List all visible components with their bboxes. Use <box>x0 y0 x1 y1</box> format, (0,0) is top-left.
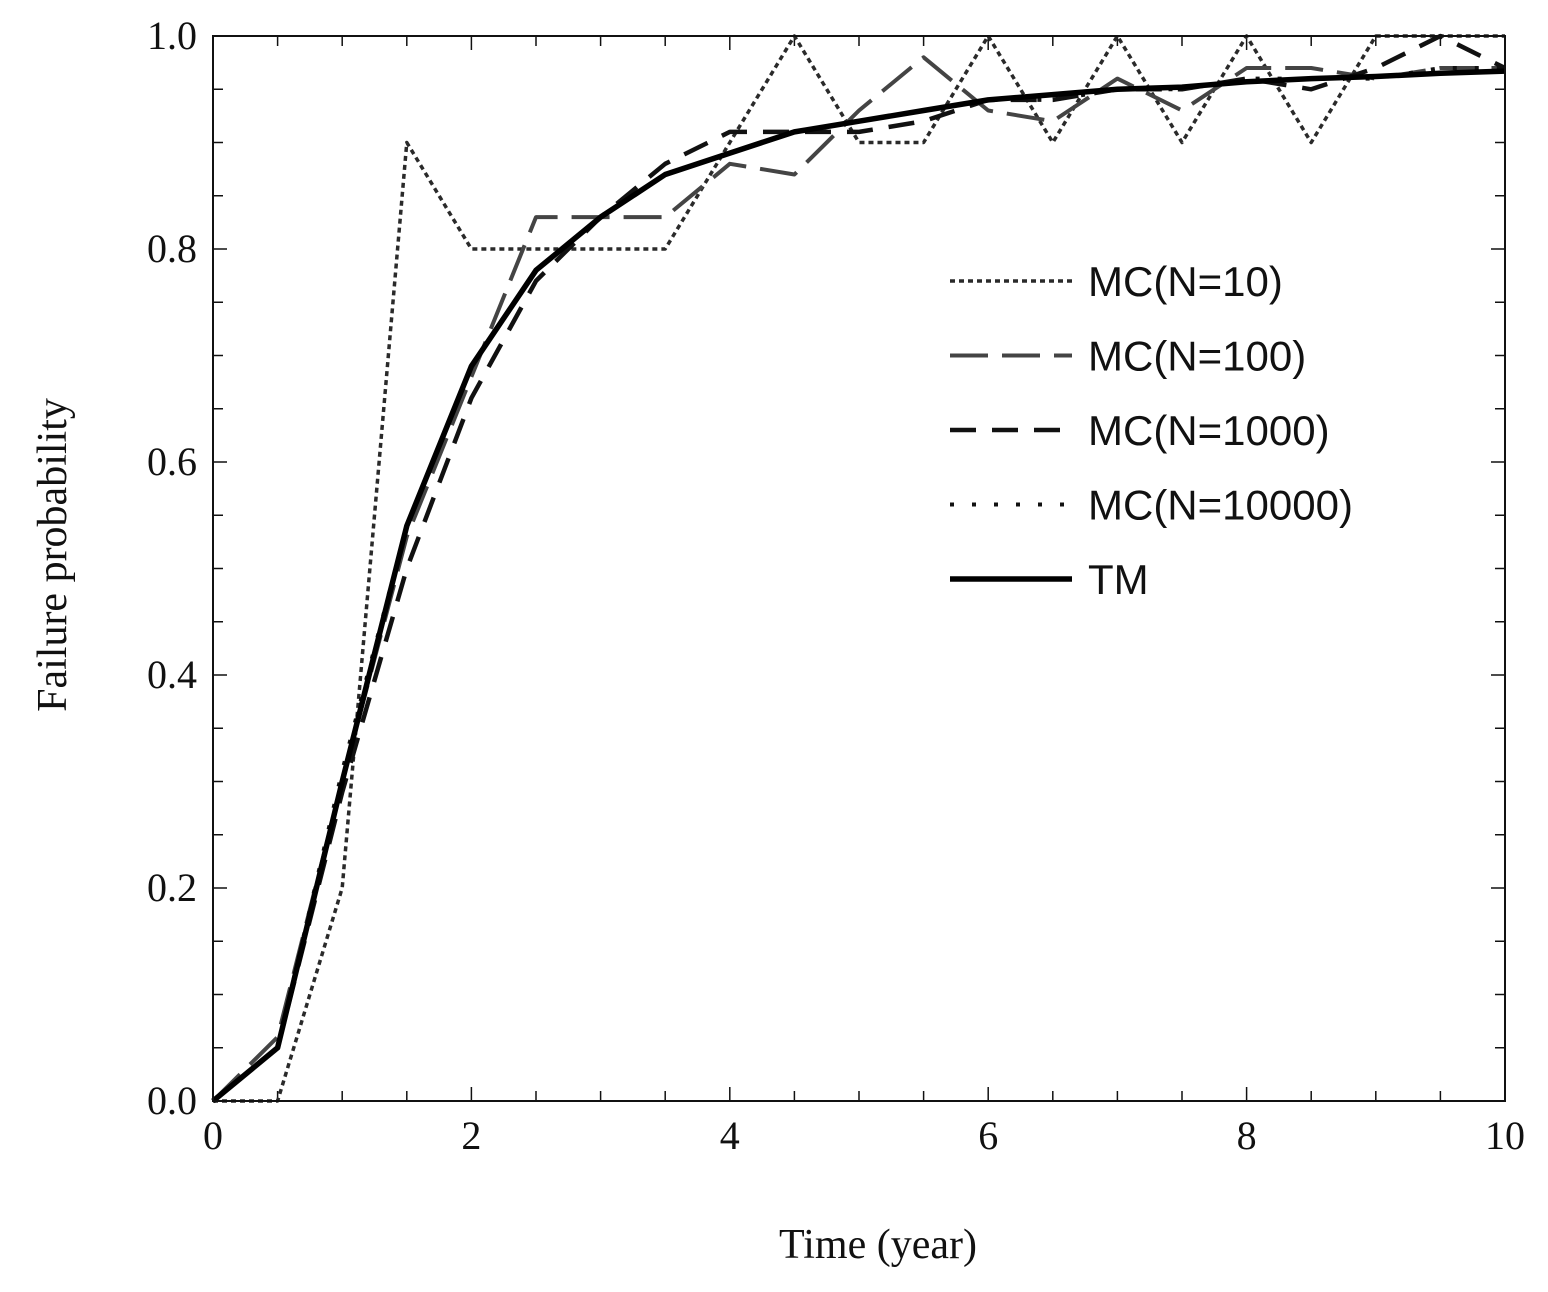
y-tick-label: 0.0 <box>147 1078 197 1123</box>
y-tick-label: 0.6 <box>147 439 197 484</box>
series-line-mc-n-100 <box>211 55 1505 1103</box>
legend: MC(N=10) MC(N=100) MC(N=1000) MC(N=10000) TM <box>950 258 1353 603</box>
x-tick-label: 8 <box>1237 1113 1257 1158</box>
x-tick-label: 0 <box>203 1113 223 1158</box>
y-axis-title: Failure probability <box>30 398 76 712</box>
plot-frame <box>212 35 1506 1102</box>
series-line-mc-n-1000 <box>211 33 1506 1103</box>
legend-label: MC(N=1000) <box>1088 407 1330 454</box>
legend-label: MC(N=100) <box>1088 333 1306 380</box>
series-line-mc-n-10 <box>213 34 1505 1103</box>
x-tick-label: 6 <box>978 1113 998 1158</box>
minor-ticks <box>213 36 1505 1101</box>
y-tick-label: 0.8 <box>147 226 197 271</box>
series-layer <box>211 33 1506 1104</box>
x-axis-title: Time (year) <box>779 1222 977 1268</box>
plot-area <box>213 36 1505 1101</box>
x-tick-label: 4 <box>720 1113 740 1158</box>
x-tick-label: 2 <box>461 1113 481 1158</box>
legend-label: MC(N=10) <box>1088 258 1283 305</box>
legend-label: MC(N=10000) <box>1088 482 1353 529</box>
x-tick-label: 10 <box>1485 1113 1525 1158</box>
y-tick-label: 0.4 <box>147 652 197 697</box>
legend-label: TM <box>1088 556 1149 603</box>
x-tick-labels: 0 2 4 6 8 10 <box>203 1113 1525 1158</box>
y-tick-label: 1.0 <box>147 13 197 58</box>
series-line-tm <box>211 68 1506 1104</box>
y-tick-labels: 0.0 0.2 0.4 0.6 0.8 1.0 <box>147 13 197 1123</box>
y-tick-label: 0.2 <box>147 865 197 910</box>
